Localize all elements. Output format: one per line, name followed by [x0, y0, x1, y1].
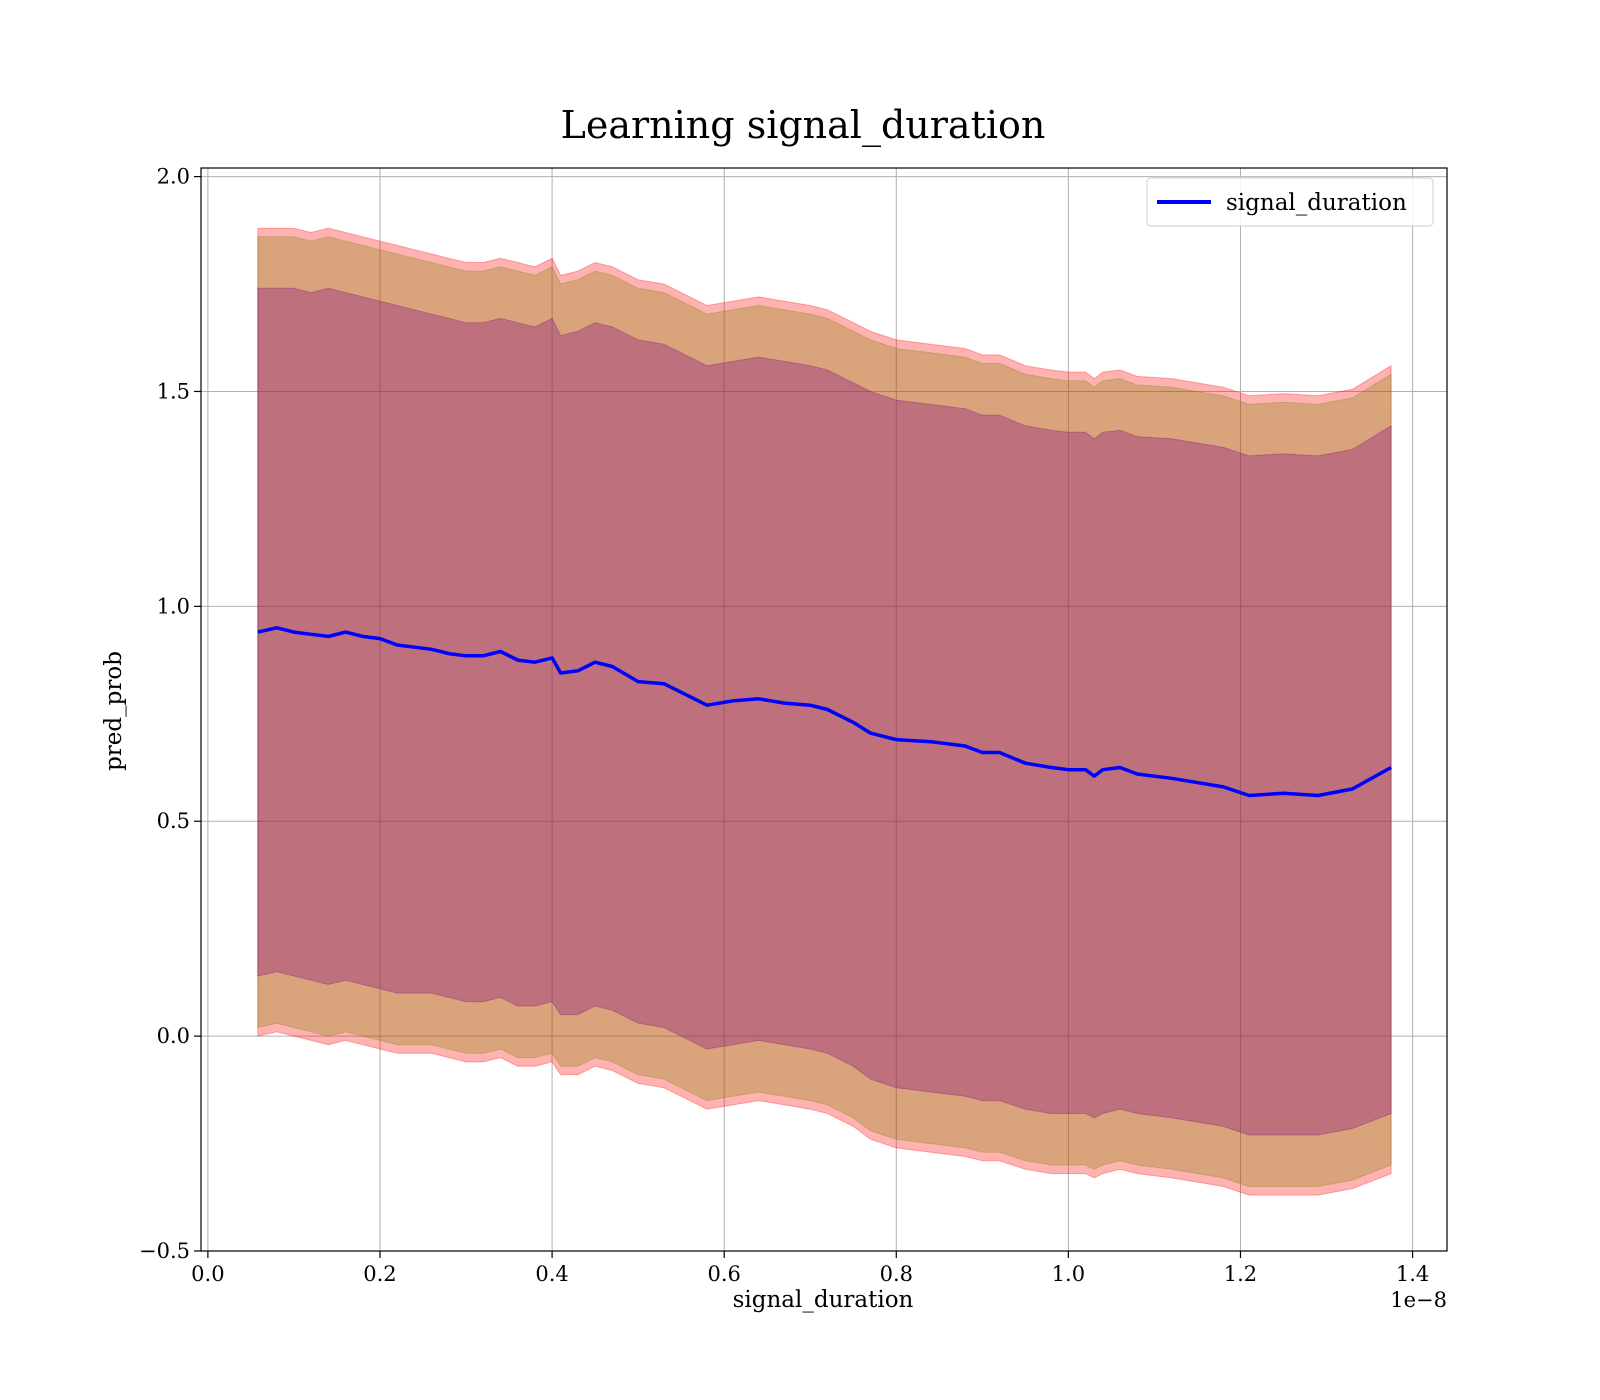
x-tick-label: 0.2	[363, 1262, 396, 1286]
x-tick-label: 1.0	[1052, 1262, 1085, 1286]
y-tick-label: 1.5	[157, 379, 190, 403]
x-axis-offset-label: 1e−8	[1390, 1288, 1447, 1312]
x-tick-label: 0.6	[707, 1262, 740, 1286]
legend-box	[1146, 177, 1434, 227]
plot-frame	[200, 167, 1448, 1252]
series-lines	[257, 626, 1392, 798]
y-axis-label: pred_prob	[101, 651, 127, 771]
x-tick-label: 0.8	[880, 1262, 913, 1286]
x-axis-label: signal_duration	[733, 1287, 914, 1313]
y-tick-label: 2.0	[157, 165, 190, 189]
legend: signal_duration	[1146, 177, 1434, 227]
chart-title: Learning signal_duration	[561, 103, 1046, 148]
y-tick-label: 1.0	[157, 594, 190, 618]
y-tick-label: 0.0	[157, 1024, 190, 1048]
confidence-band	[257, 287, 1392, 1136]
x-tick-label: 1.2	[1224, 1262, 1257, 1286]
confidence-bands	[257, 227, 1392, 1196]
series-line	[257, 626, 1392, 798]
axis-ticks: 0.0 0.2 0.4 0.6 0.8 1.0 1.2 1.4−0.50.00.51.01.5…	[139, 165, 1429, 1286]
y-tick-label: −0.5	[139, 1239, 190, 1263]
x-tick-label: 0.0	[191, 1262, 224, 1286]
legend-label: signal_duration	[1226, 190, 1407, 216]
x-tick-label: 0.4	[535, 1262, 568, 1286]
x-tick-label: 1.4	[1396, 1262, 1429, 1286]
confidence-band	[257, 236, 1392, 1187]
confidence-band	[257, 227, 1392, 1196]
y-tick-label: 0.5	[157, 809, 190, 833]
